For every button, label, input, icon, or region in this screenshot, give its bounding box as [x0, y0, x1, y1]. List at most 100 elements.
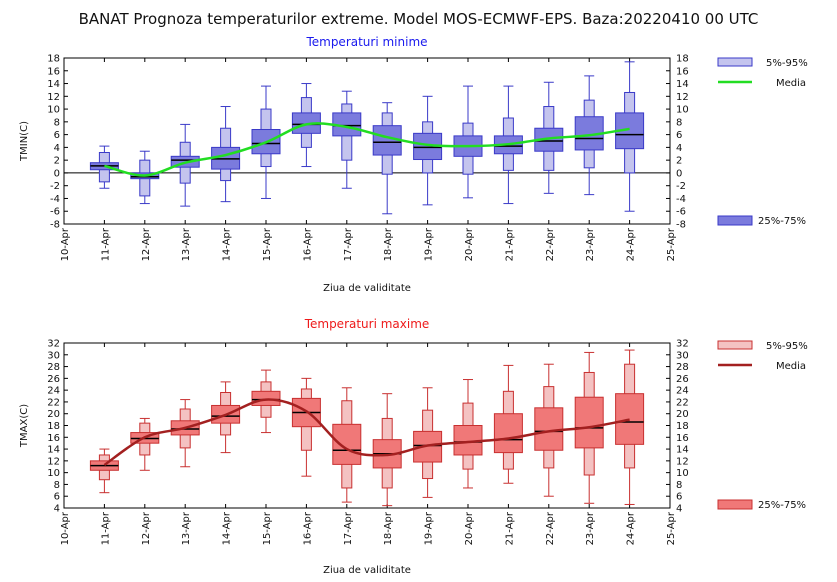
box-18-Apr	[372, 393, 402, 507]
y-tick-label: 0	[54, 168, 60, 179]
legend-swatch-25-75	[717, 499, 753, 510]
y-tick-label: 12	[47, 456, 60, 467]
x-tick-label: 14-Apr	[222, 227, 233, 261]
y-tick-label: 6	[676, 492, 682, 503]
y-tick-label: 8	[54, 117, 60, 128]
legend-swatch-5-95	[717, 57, 753, 67]
x-tick-label: 18-Apr	[383, 511, 394, 545]
y-tick-label: 8	[676, 117, 682, 128]
y-tick-label: 14	[47, 445, 60, 456]
y-axis-label: TMAX(C)	[19, 404, 30, 448]
y-tick-label: 6	[676, 130, 682, 141]
x-tick-label: 15-Apr	[262, 511, 273, 545]
y-tick-label: 14	[47, 79, 60, 90]
x-tick-label: 13-Apr	[181, 511, 192, 545]
y-tick-label: 18	[47, 54, 60, 65]
y-tick-label: 26	[676, 374, 689, 385]
page-title: BANAT Prognoza temperaturilor extreme. M…	[78, 10, 759, 28]
legend-label-mean: Media	[776, 361, 806, 372]
y-tick-label: 8	[676, 480, 682, 491]
y-tick-label: -8	[676, 220, 686, 231]
y-tick-label: 30	[676, 350, 689, 361]
y-tick-label: 28	[47, 362, 60, 373]
y-tick-label: 28	[676, 362, 689, 373]
x-tick-label: 24-Apr	[626, 227, 637, 261]
x-tick-label: 11-Apr	[100, 511, 111, 545]
y-tick-label: -8	[50, 220, 60, 231]
box-17-Apr	[332, 387, 362, 503]
y-tick-label: 32	[47, 339, 60, 350]
x-tick-label: 12-Apr	[141, 227, 152, 261]
y-tick-label: 18	[47, 421, 60, 432]
y-tick-label: 12	[47, 92, 60, 103]
legend-label-mean: Media	[776, 78, 806, 89]
x-tick-label: 17-Apr	[343, 227, 354, 261]
box-11-Apr	[89, 448, 119, 494]
x-tick-label: 18-Apr	[383, 227, 394, 261]
legend-label-5-95: 5%-95%	[766, 341, 808, 352]
chart-subtitle: Temperaturi minime	[305, 35, 427, 49]
box-21-Apr	[493, 364, 523, 484]
box-20-Apr	[453, 85, 483, 199]
box-24-Apr	[615, 349, 645, 505]
y-tick-label: 24	[47, 386, 60, 397]
y-tick-label: 16	[676, 433, 689, 444]
legend: 5%-95% Media 25%-75%	[717, 340, 808, 511]
x-tick-label: 20-Apr	[464, 227, 475, 261]
y-tick-label: -4	[50, 194, 60, 205]
box-25-75	[615, 393, 645, 445]
x-tick-label: 14-Apr	[222, 511, 233, 545]
y-tick-label: -2	[50, 181, 60, 192]
y-tick-label: 4	[676, 143, 682, 154]
x-tick-label: 21-Apr	[504, 511, 515, 545]
box-19-Apr	[413, 95, 443, 206]
legend-label-5-95: 5%-95%	[766, 58, 808, 69]
x-tick-label: 11-Apr	[100, 227, 111, 261]
y-tick-label: 18	[676, 54, 689, 65]
x-tick-label: 19-Apr	[424, 511, 435, 545]
box-16-Apr	[291, 377, 321, 477]
box-20-Apr	[453, 379, 483, 489]
box-24-Apr	[615, 61, 645, 212]
legend: 5%-95% Media 25%-75%	[717, 57, 808, 227]
y-tick-label: 22	[676, 397, 689, 408]
x-axis-label: Ziua de validitate	[323, 565, 411, 576]
chart-panel-1: Temperaturi minime-8 -8-6 -6-4 -4-2 -20 02 24 4…	[19, 35, 808, 294]
x-tick-label: 10-Apr	[60, 511, 71, 545]
y-tick-label: 10	[676, 105, 689, 116]
x-tick-label: 22-Apr	[545, 227, 556, 261]
x-tick-label: 13-Apr	[181, 227, 192, 261]
y-tick-label: 24	[676, 386, 689, 397]
legend-swatch-5-95	[717, 340, 753, 350]
y-tick-label: 6	[54, 492, 60, 503]
x-tick-label: 24-Apr	[626, 511, 637, 545]
chart-subtitle: Temperaturi maxime	[304, 317, 430, 331]
y-tick-label: 12	[676, 456, 689, 467]
box-22-Apr	[534, 363, 564, 497]
y-tick-label: 4	[54, 504, 60, 515]
x-tick-label: 20-Apr	[464, 511, 475, 545]
y-tick-label: 10	[47, 105, 60, 116]
y-tick-label: 0	[676, 168, 682, 179]
x-tick-label: 19-Apr	[424, 227, 435, 261]
x-tick-label: 25-Apr	[666, 227, 677, 261]
y-tick-label: 16	[47, 433, 60, 444]
x-tick-label: 12-Apr	[141, 511, 152, 545]
box-15-Apr	[251, 85, 281, 199]
x-tick-label: 17-Apr	[343, 511, 354, 545]
y-tick-label: -2	[676, 181, 686, 192]
x-tick-label: 23-Apr	[585, 227, 596, 261]
x-tick-label: 25-Apr	[666, 511, 677, 545]
box-13-Apr	[170, 399, 200, 468]
x-tick-label: 16-Apr	[302, 227, 313, 261]
box-25-75	[574, 396, 604, 449]
mean-line	[104, 122, 630, 177]
x-tick-label: 22-Apr	[545, 511, 556, 545]
y-tick-label: 2	[676, 156, 682, 167]
box-25-75	[493, 413, 523, 454]
legend-label-25-75: 25%-75%	[758, 216, 806, 227]
y-tick-label: 16	[676, 66, 689, 77]
legend-label-25-75: 25%-75%	[758, 500, 806, 511]
y-tick-label: 20	[47, 409, 60, 420]
y-tick-label: 26	[47, 374, 60, 385]
